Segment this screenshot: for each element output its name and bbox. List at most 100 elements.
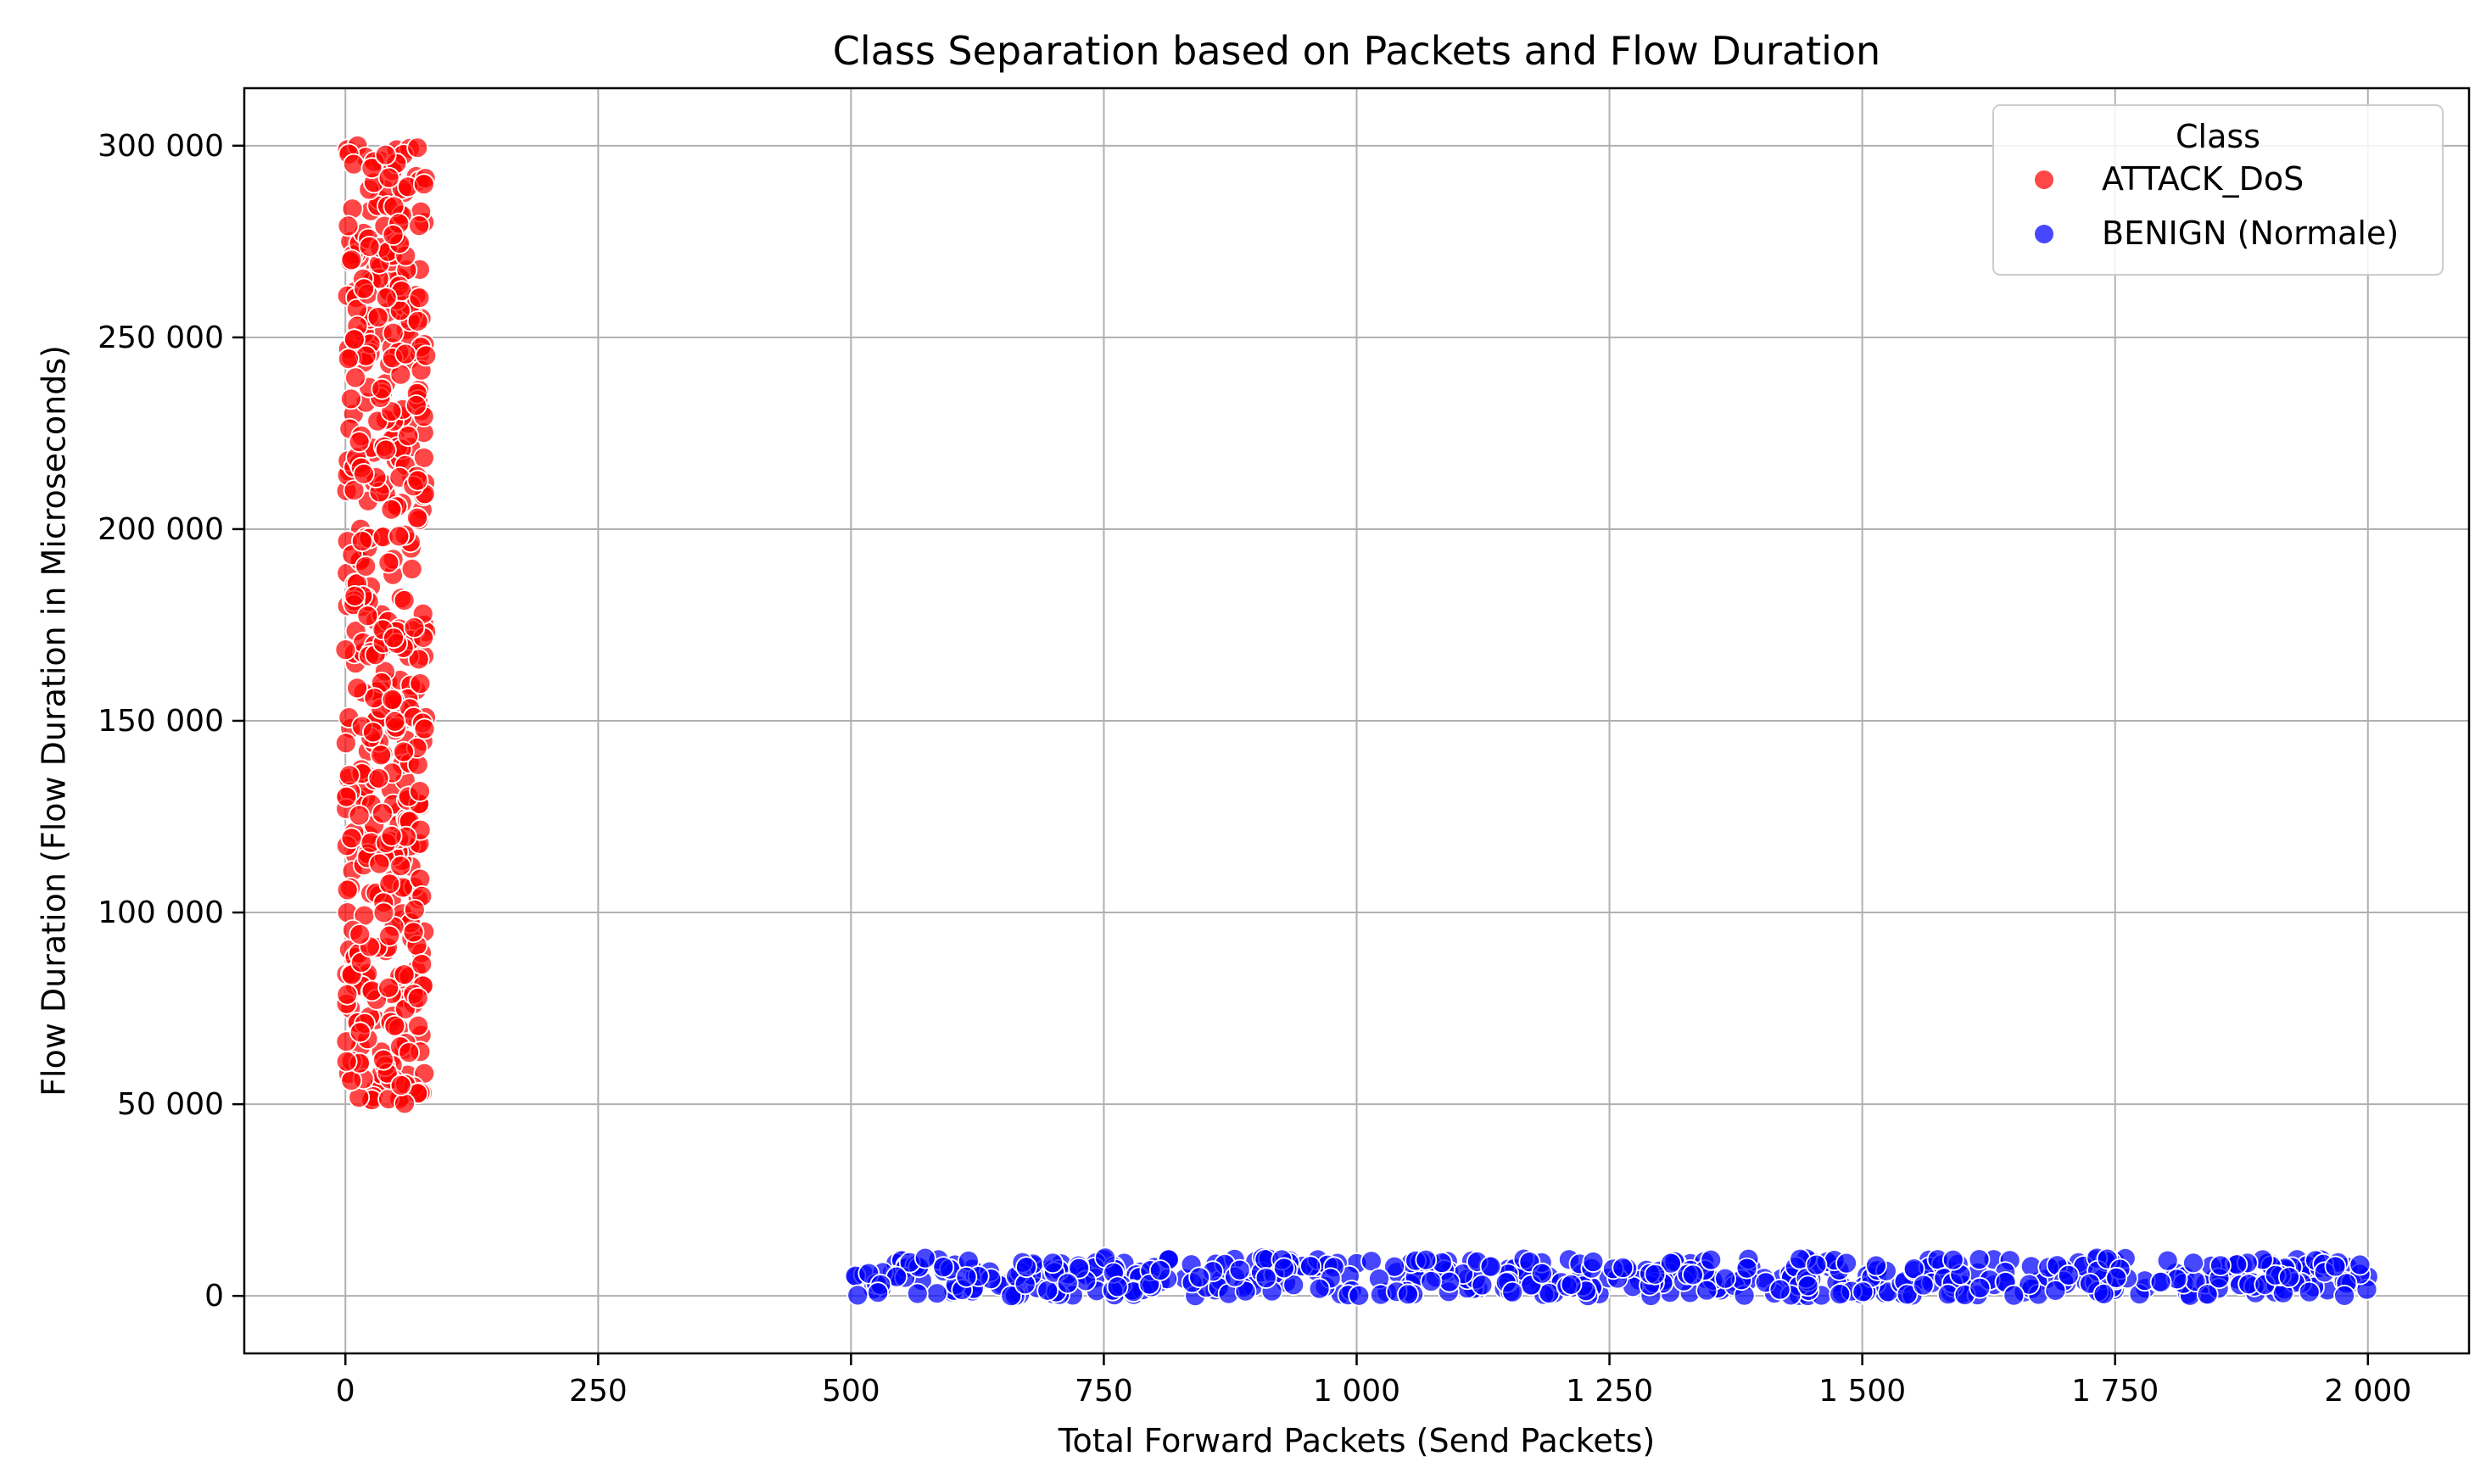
point-attack-dos [406,506,428,529]
point-benign [1714,1267,1736,1290]
point-benign [1254,1267,1277,1289]
point-attack-dos [394,1092,416,1115]
point-benign [1865,1254,1887,1277]
point-attack-dos [353,277,376,300]
point-benign [2105,1266,2128,1289]
y-tick-label: 250 000 [98,321,224,355]
point-attack-dos [409,672,432,695]
point-attack-dos [338,764,360,787]
point-attack-dos [406,469,429,492]
point-benign [1941,1248,1964,1271]
point-attack-dos [407,648,430,671]
y-tick-label: 300 000 [98,129,224,164]
point-attack-dos [343,328,366,351]
point-benign [1735,1257,1758,1280]
point-benign [1644,1263,1667,1286]
point-benign [1896,1283,1919,1306]
point-benign [1700,1248,1723,1271]
point-attack-dos [334,732,357,755]
point-benign [2149,1270,2172,1293]
point-attack-dos [400,558,423,580]
point-attack-dos [408,287,431,310]
x-tick-label: 1 500 [1818,1374,1906,1409]
y-tick-label: 200 000 [98,512,224,547]
point-benign [1415,1248,1438,1271]
point-attack-dos [372,1048,394,1071]
point-attack-dos [375,287,398,310]
point-attack-dos [393,740,415,763]
point-attack-dos [368,852,391,875]
x-tick-label: 1 750 [2071,1374,2159,1409]
point-attack-dos [378,924,401,947]
point-attack-dos [339,388,362,410]
point-attack-dos [412,447,435,469]
point-attack-dos [358,235,381,258]
point-benign [1969,1276,1992,1299]
point-benign [1273,1257,1295,1280]
data-points [334,134,2379,1307]
point-attack-dos [374,438,397,461]
legend-title: Class [2176,118,2260,155]
legend: Class ATTACK_DoS BENIGN (Normale) [1992,104,2444,276]
point-attack-dos [336,983,359,1006]
point-benign [1560,1273,1583,1296]
x-tick-label: 1 000 [1313,1374,1400,1409]
point-attack-dos [371,377,394,400]
y-tick-label: 50 000 [117,1087,224,1122]
point-attack-dos [415,344,438,367]
point-benign [1902,1258,1925,1280]
point-benign [1582,1251,1605,1273]
point-benign [2298,1280,2321,1303]
point-attack-dos [403,616,426,639]
point-benign [1835,1252,1858,1275]
point-benign [1056,1272,1079,1295]
point-benign [925,1282,948,1305]
point-attack-dos [348,431,371,453]
point-attack-dos [406,137,429,159]
legend-label-benign: BENIGN (Normale) [2102,215,2399,252]
point-benign [867,1281,889,1304]
point-attack-dos [393,963,416,986]
point-benign [1479,1255,1502,1278]
point-attack-dos [348,804,371,827]
point-attack-dos [406,987,429,1009]
x-tick-label: 0 [336,1374,355,1409]
point-benign [2209,1254,2232,1277]
point-attack-dos [356,605,379,628]
point-attack-dos [337,348,360,371]
point-attack-dos [344,585,366,607]
point-benign [1501,1280,1524,1303]
point-benign [1439,1270,1461,1293]
point-attack-dos [412,173,435,196]
point-attack-dos [383,710,406,733]
point-attack-dos [378,873,401,895]
point-attack-dos [366,306,389,328]
point-benign [2057,1264,2080,1286]
point-attack-dos [349,923,372,946]
point-benign [2156,1249,2179,1272]
point-attack-dos [361,721,384,744]
point-attack-dos [334,639,357,661]
legend-marker-benign [2035,225,2053,243]
point-benign [1660,1252,1682,1275]
point-attack-dos [380,824,403,847]
point-attack-dos [340,248,363,271]
x-tick-label: 250 [569,1374,628,1409]
point-benign [932,1256,955,1278]
point-attack-dos [343,479,366,501]
point-benign [1383,1255,1405,1278]
x-tick-label: 2 000 [2324,1374,2411,1409]
point-benign [1299,1255,1321,1278]
point-attack-dos [349,1021,372,1044]
point-attack-dos [344,366,366,389]
point-benign [1397,1283,1419,1306]
point-attack-dos [409,780,431,802]
point-benign [906,1282,929,1305]
point-attack-dos [408,215,431,237]
point-benign [1796,1275,1819,1297]
point-attack-dos [335,1050,358,1073]
y-tick-label: 0 [204,1279,224,1314]
point-benign [1308,1277,1331,1300]
point-attack-dos [380,498,403,521]
